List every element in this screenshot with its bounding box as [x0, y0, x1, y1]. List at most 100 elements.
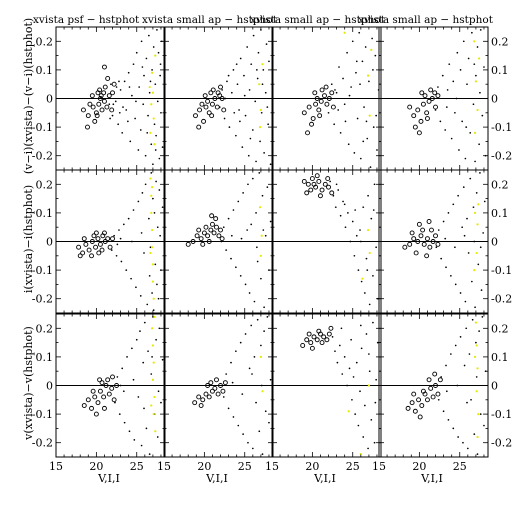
data-point: [462, 441, 464, 444]
data-point-open: [201, 118, 207, 124]
data-point-open: [93, 110, 99, 116]
data-point: [120, 260, 123, 263]
data-point: [335, 183, 338, 186]
data-point-open: [316, 107, 322, 113]
data-point: [152, 316, 154, 318]
data-point: [355, 361, 358, 364]
y-tick-label-left: -0.1: [32, 264, 53, 277]
data-point-open: [205, 98, 211, 104]
data-point: [130, 277, 132, 280]
data-point-open: [209, 213, 215, 219]
y-tick-label-left: 0.1: [36, 351, 54, 364]
data-point-open: [77, 253, 83, 259]
y-tick-label-left: 0.1: [36, 207, 54, 220]
data-point-open: [205, 383, 211, 388]
data-point-highlight: [476, 435, 479, 439]
data-point-open: [200, 241, 206, 247]
data-point-open: [222, 380, 228, 386]
panel-r0-c3: [379, 29, 488, 163]
data-point: [368, 370, 371, 373]
data-point: [359, 229, 361, 231]
data-point: [143, 74, 145, 77]
x-axis-title-3: V,I,I: [420, 472, 443, 485]
data-point-open: [198, 236, 204, 242]
data-point: [466, 447, 469, 450]
data-point-open: [409, 230, 415, 236]
data-point: [254, 100, 257, 103]
data-point: [256, 77, 259, 80]
data-point: [253, 356, 256, 358]
data-point-open: [421, 241, 427, 247]
data-point: [157, 51, 160, 54]
data-point: [139, 129, 142, 131]
axis-ticks: [55, 26, 488, 458]
data-point: [342, 200, 344, 203]
data-point-highlight: [152, 117, 155, 120]
data-point: [362, 436, 365, 438]
data-point-highlight: [359, 453, 362, 456]
data-point: [340, 327, 343, 330]
data-point: [365, 333, 368, 335]
data-point: [476, 453, 479, 455]
panel-r2-c1: [164, 316, 273, 455]
data-point-open: [197, 107, 202, 113]
data-point-open: [326, 184, 331, 190]
data-point: [342, 77, 344, 80]
data-point-open: [316, 178, 322, 184]
data-point: [444, 237, 447, 240]
data-point: [244, 333, 247, 335]
data-point-open: [435, 391, 441, 397]
data-point: [264, 91, 267, 94]
data-point: [481, 316, 484, 318]
panel-r1-c3: [379, 172, 488, 309]
data-point: [151, 356, 153, 358]
data-point: [121, 131, 124, 134]
data-point-highlight: [475, 251, 478, 255]
data-point-open: [206, 110, 212, 116]
data-point: [365, 120, 368, 123]
data-point: [228, 126, 231, 128]
data-point-open: [210, 87, 216, 93]
data-point: [352, 376, 355, 378]
data-point-open: [213, 216, 219, 222]
data-point-open: [96, 101, 102, 107]
data-point: [369, 166, 372, 168]
data-point-highlight: [477, 203, 480, 206]
data-point: [115, 254, 118, 257]
data-point-open: [215, 90, 221, 96]
data-point-open: [196, 394, 202, 400]
data-point-open: [411, 113, 417, 119]
data-point: [479, 246, 482, 249]
data-point: [156, 29, 158, 31]
data-point: [353, 151, 356, 154]
y-tick-label-right: -0.2: [491, 293, 512, 306]
data-point: [368, 303, 371, 306]
data-point-open: [212, 385, 218, 391]
data-point: [108, 103, 111, 106]
data-point: [127, 71, 130, 74]
y-tick-label-left: 0.2: [36, 322, 54, 335]
data-point-open: [437, 377, 443, 383]
data-point: [236, 83, 239, 86]
data-point: [344, 226, 347, 229]
data-point-open: [312, 90, 318, 96]
data-point-open: [209, 221, 215, 227]
data-point: [454, 283, 457, 286]
data-point-open: [81, 236, 87, 242]
data-point: [454, 246, 456, 249]
data-point-open: [90, 388, 96, 394]
data-point: [247, 183, 249, 186]
data-point: [269, 220, 272, 223]
data-point: [259, 140, 261, 143]
data-point-open: [308, 340, 314, 346]
data-point-open: [110, 90, 115, 96]
data-point: [243, 94, 246, 97]
data-point: [458, 149, 460, 151]
data-point: [465, 126, 468, 128]
data-point: [331, 336, 334, 338]
data-point-open: [324, 101, 330, 107]
data-point-open: [426, 219, 432, 224]
data-point-open: [192, 400, 198, 406]
data-point: [467, 57, 470, 60]
data-point-highlight: [368, 251, 371, 255]
